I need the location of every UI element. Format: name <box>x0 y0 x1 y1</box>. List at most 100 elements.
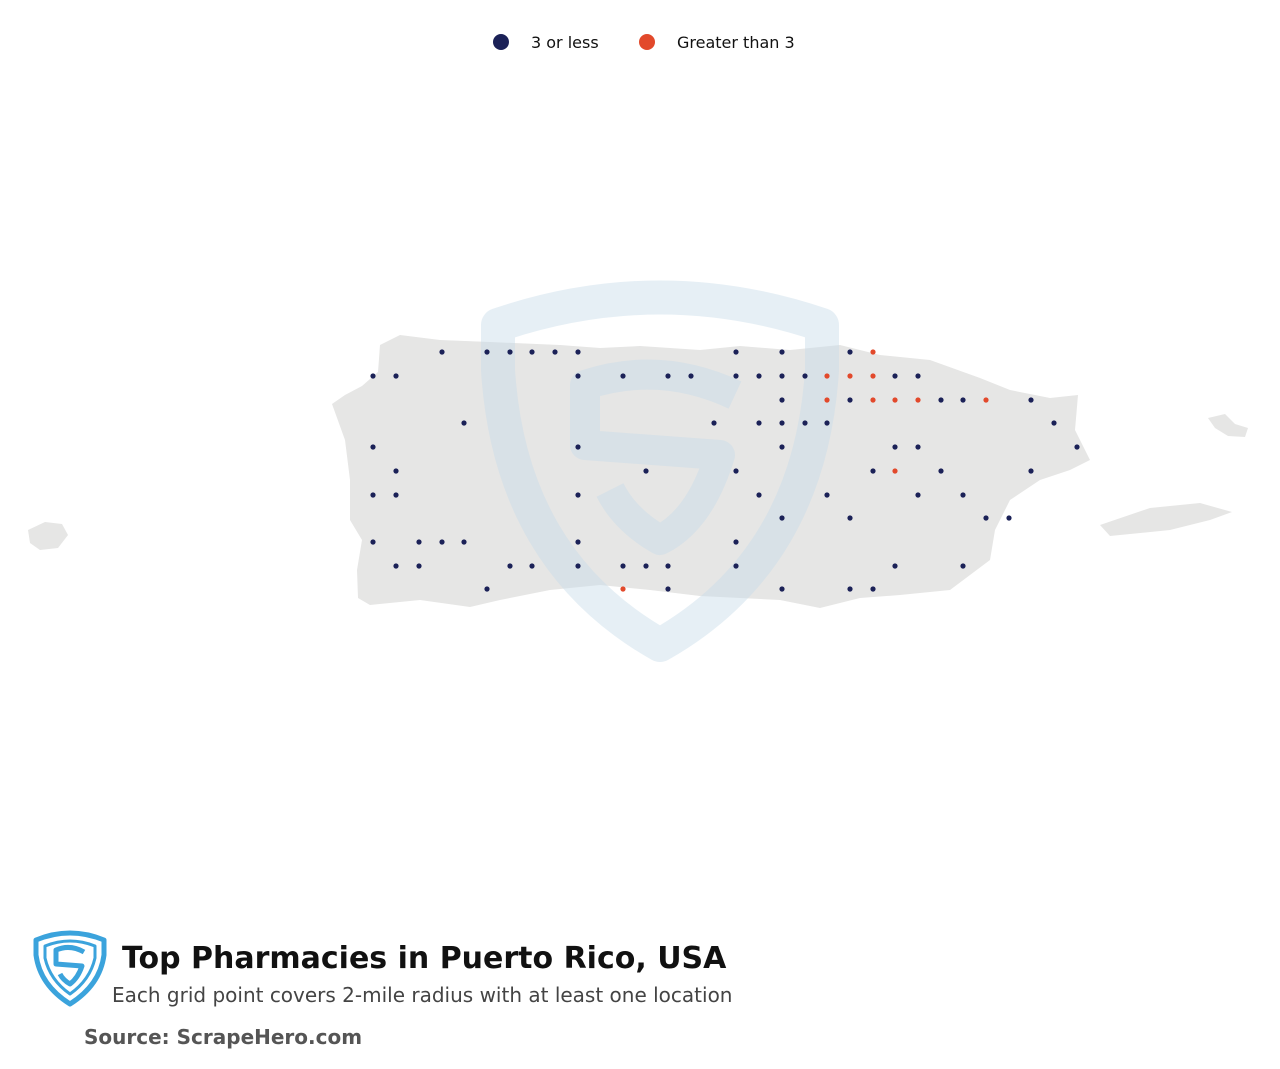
grid-point <box>507 563 513 569</box>
grid-point <box>733 563 739 569</box>
grid-point <box>620 563 626 569</box>
grid-point <box>892 373 898 379</box>
grid-point <box>370 539 376 545</box>
grid-point <box>824 492 830 498</box>
grid-point <box>779 586 785 592</box>
grid-point <box>575 492 581 498</box>
grid-point <box>507 349 513 355</box>
culebra <box>1208 414 1248 437</box>
grid-point <box>575 563 581 569</box>
grid-point <box>960 492 966 498</box>
grid-point <box>665 563 671 569</box>
grid-point <box>393 468 399 474</box>
grid-point <box>575 539 581 545</box>
grid-point <box>892 397 898 403</box>
grid-point <box>552 349 558 355</box>
grid-point <box>779 397 785 403</box>
grid-point <box>461 539 467 545</box>
grid-point <box>1028 397 1034 403</box>
grid-point <box>688 373 694 379</box>
grid-point <box>915 373 921 379</box>
main-island <box>332 335 1090 608</box>
grid-point <box>733 539 739 545</box>
grid-point <box>983 515 989 521</box>
subtitle: Each grid point covers 2-mile radius wit… <box>112 983 732 1007</box>
legend-label: Greater than 3 <box>677 33 795 52</box>
grid-point <box>620 373 626 379</box>
grid-point <box>643 468 649 474</box>
grid-point <box>915 492 921 498</box>
grid-point <box>847 515 853 521</box>
grid-point <box>802 420 808 426</box>
grid-point <box>870 468 876 474</box>
grid-point <box>439 539 445 545</box>
grid-point <box>575 444 581 450</box>
source: Source: ScrapeHero.com <box>84 1025 362 1049</box>
grid-point <box>733 373 739 379</box>
grid-point <box>960 563 966 569</box>
grid-point <box>847 586 853 592</box>
title: Top Pharmacies in Puerto Rico, USA <box>122 941 727 976</box>
grid-point <box>824 373 830 379</box>
grid-point <box>1074 444 1080 450</box>
grid-point <box>439 349 445 355</box>
grid-point <box>370 373 376 379</box>
grid-point <box>575 349 581 355</box>
grid-point <box>938 397 944 403</box>
grid-point <box>915 444 921 450</box>
grid-point <box>847 373 853 379</box>
grid-point <box>824 397 830 403</box>
grid-point <box>665 586 671 592</box>
grid-point <box>779 420 785 426</box>
logo <box>33 930 107 1007</box>
grid-point <box>665 373 671 379</box>
grid-point <box>1028 468 1034 474</box>
grid-point <box>779 349 785 355</box>
grid-point <box>393 373 399 379</box>
grid-point <box>416 563 422 569</box>
legend: 3 or less Greater than 3 <box>493 33 795 52</box>
grid-points <box>370 349 1080 592</box>
grid-point <box>575 373 581 379</box>
grid-point <box>1006 515 1012 521</box>
grid-point <box>779 515 785 521</box>
grid-point <box>960 397 966 403</box>
grid-point <box>802 373 808 379</box>
grid-point <box>733 349 739 355</box>
grid-point <box>779 444 785 450</box>
grid-point <box>892 444 898 450</box>
islands <box>28 335 1248 608</box>
grid-point <box>643 563 649 569</box>
grid-point <box>484 349 490 355</box>
grid-point <box>870 397 876 403</box>
grid-point <box>870 373 876 379</box>
grid-point <box>620 586 626 592</box>
legend-swatch <box>493 34 509 50</box>
vieques <box>1100 503 1232 536</box>
grid-point <box>756 492 762 498</box>
grid-point <box>870 586 876 592</box>
legend-swatch <box>639 34 655 50</box>
grid-point <box>733 468 739 474</box>
grid-point <box>711 420 717 426</box>
grid-point <box>892 563 898 569</box>
grid-point <box>461 420 467 426</box>
grid-point <box>529 349 535 355</box>
grid-point <box>756 420 762 426</box>
grid-point <box>393 492 399 498</box>
grid-point <box>393 563 399 569</box>
grid-point <box>484 586 490 592</box>
grid-point <box>756 373 762 379</box>
legend-label: 3 or less <box>531 33 599 52</box>
grid-point <box>983 397 989 403</box>
grid-point <box>870 349 876 355</box>
grid-point <box>847 349 853 355</box>
grid-point <box>847 397 853 403</box>
grid-point <box>915 397 921 403</box>
grid-point <box>416 539 422 545</box>
grid-point <box>370 492 376 498</box>
grid-point <box>824 420 830 426</box>
grid-point <box>1051 420 1057 426</box>
